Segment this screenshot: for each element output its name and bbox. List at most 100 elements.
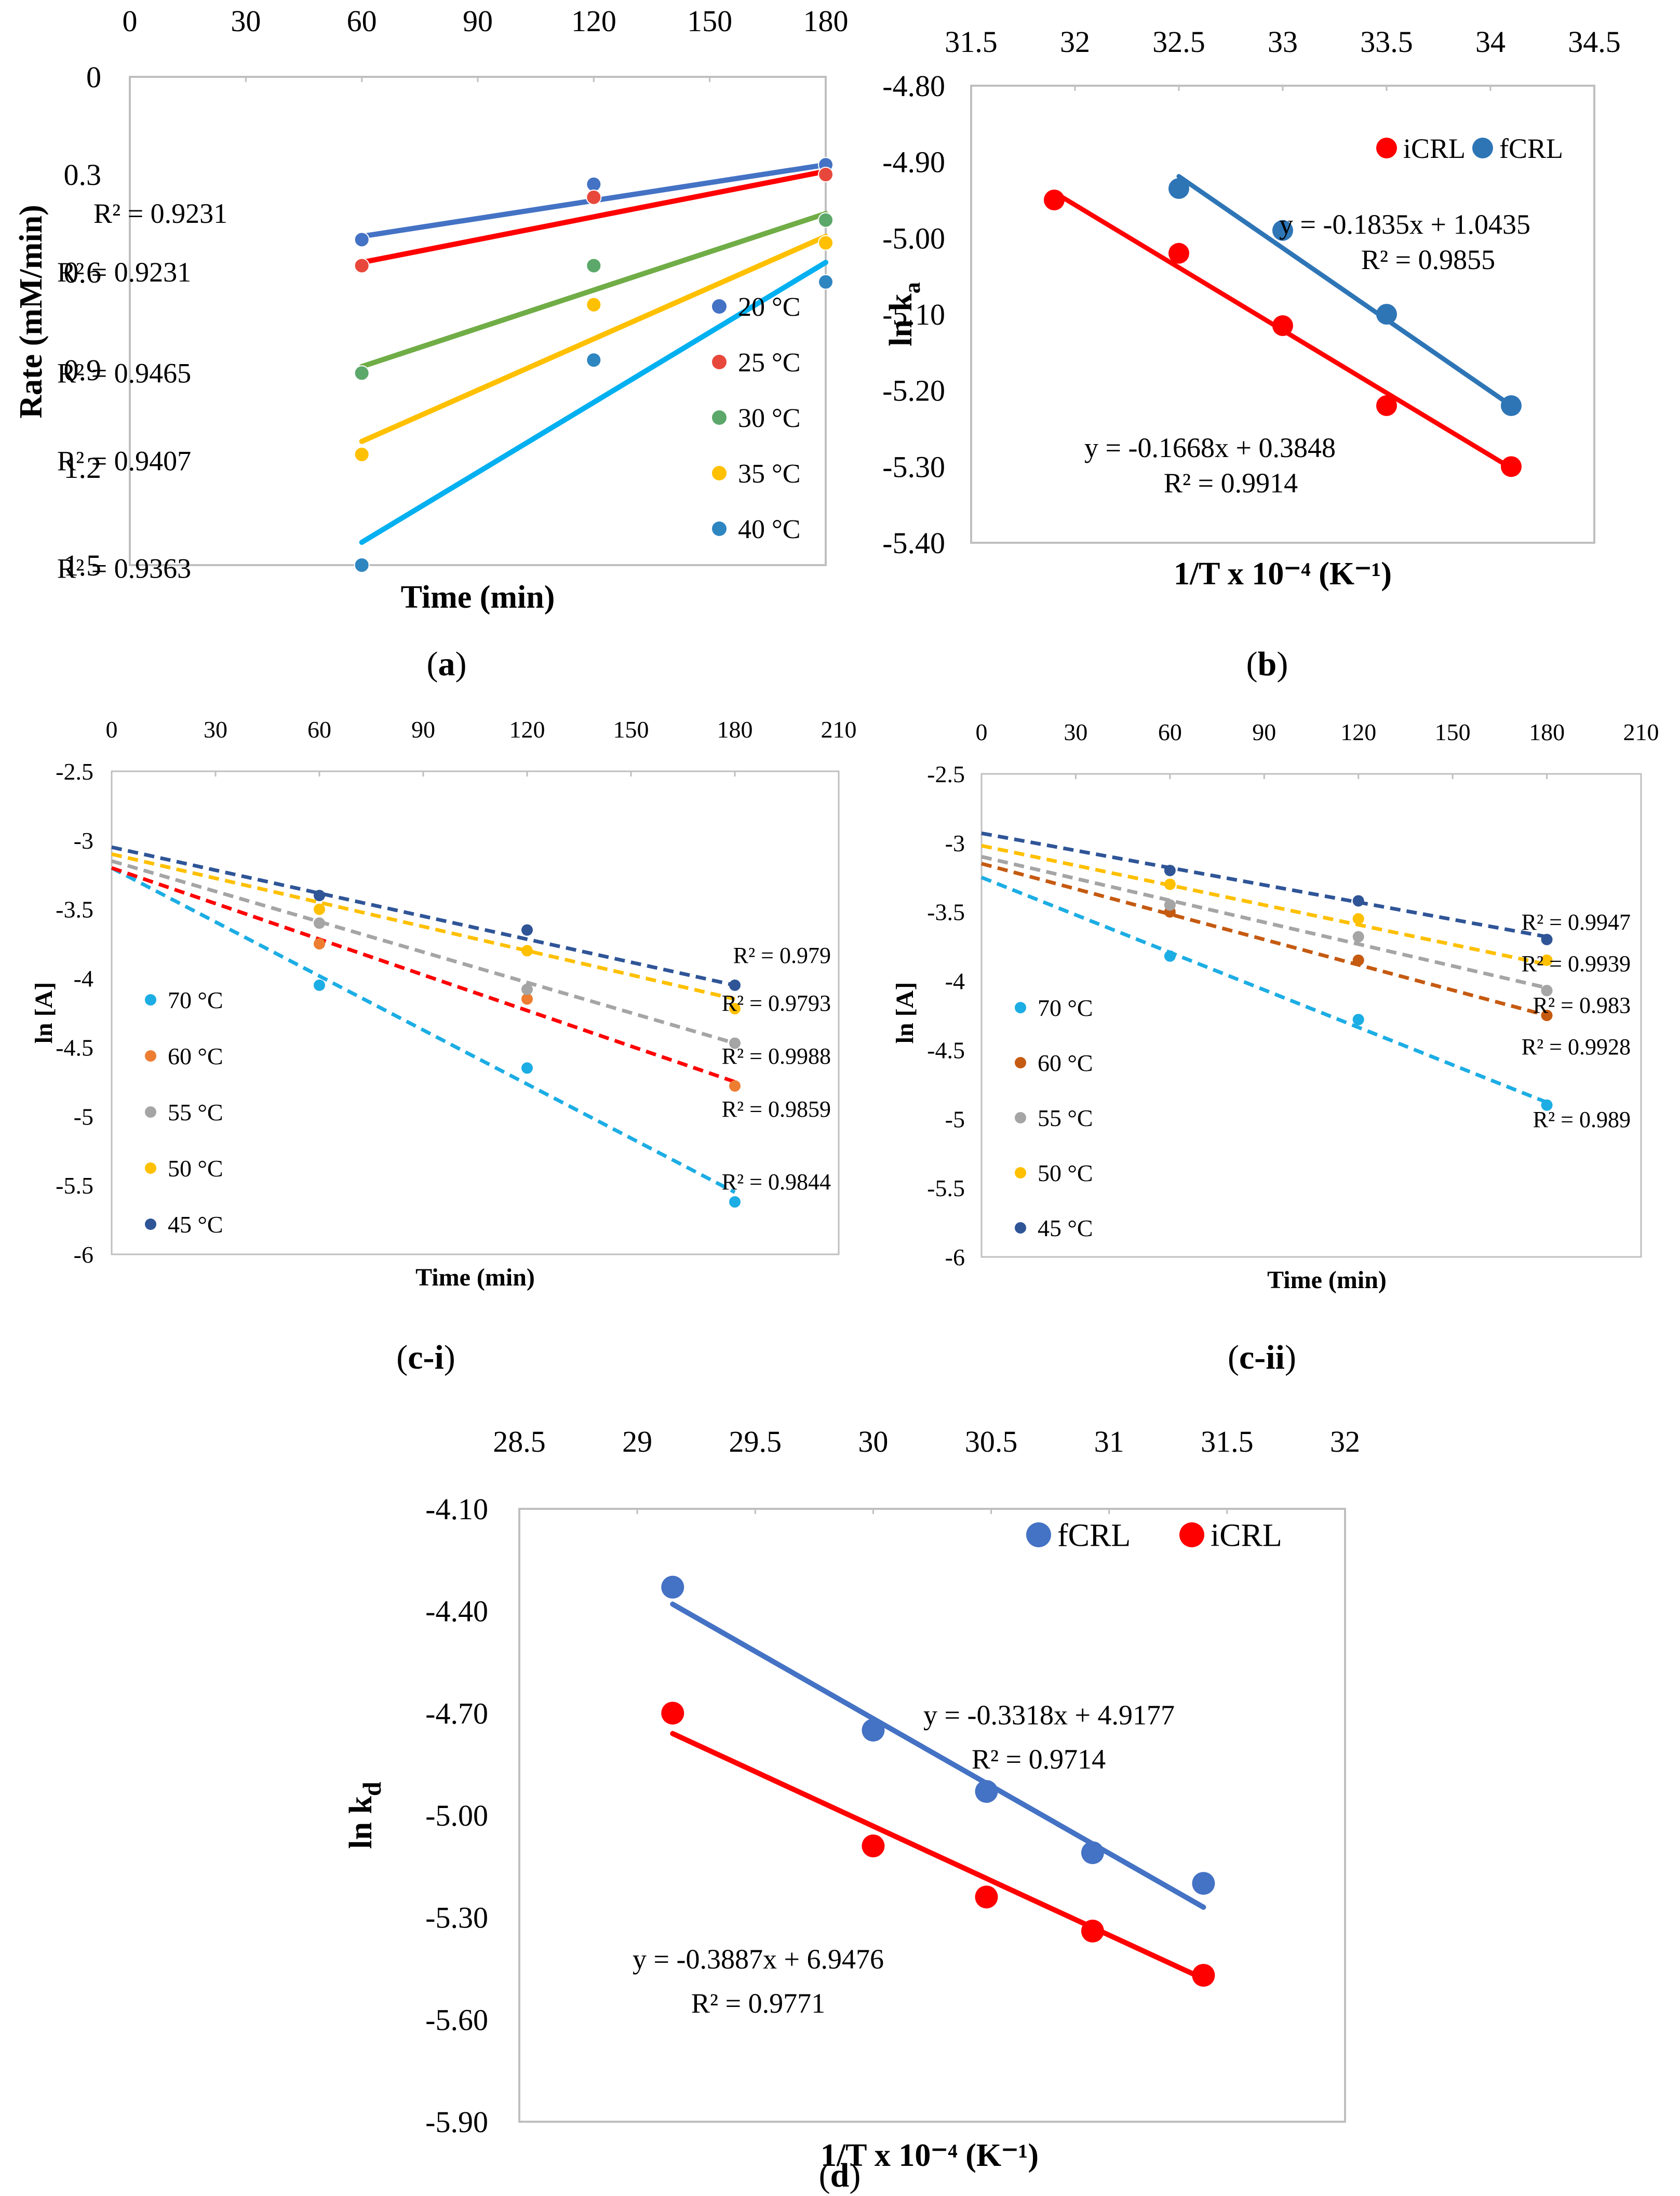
y-tick-label: -5 [74,1103,93,1130]
data-point [1352,954,1364,966]
panel-c-ii-chart: 0 30 60 90 120 150 180 210 -2.5 -3 -3.5 -4 -4.5 -5 -5… [891,719,1659,1294]
data-point [729,1080,741,1092]
data-point [586,352,602,368]
trendline-30-c [359,211,828,369]
fcrl-r-squared: R² = 0.9714 [972,1744,1106,1775]
y-tick-label: -5.5 [56,1172,93,1199]
legend-label: 30 °C [738,404,800,433]
r-squared-label: R² = 0.989 [1533,1107,1631,1132]
y-tick-label: 1.5 [64,548,102,582]
y-tick-label: -4.90 [882,145,945,179]
trendline-45-c [981,831,1548,939]
x-tick-label: 210 [821,716,857,743]
data-point [1272,220,1293,241]
legend-label: fCRL [1057,1518,1131,1554]
x-tick-label: 180 [1529,719,1565,745]
data-point [1501,456,1522,477]
r-squared-label: R² = 0.979 [733,943,831,968]
legend-marker [712,355,727,369]
y-axis-label: ln ka [883,282,925,346]
data-point [1164,899,1176,911]
panel-label-d: (d) [819,2157,861,2194]
data-point [1272,315,1293,336]
legend-label: 45 °C [1038,1215,1093,1241]
x-tick-label: 90 [411,716,435,743]
plot-area [111,770,840,1255]
trendline-50-c [111,852,735,1001]
r-squared-label: R² = 0.9988 [722,1043,831,1069]
x-tick-label: 34 [1475,25,1506,59]
y-tick-label: -5.00 [882,221,945,255]
legend-marker [1015,1112,1026,1123]
data-point [1081,1841,1104,1865]
panel-label-c-ii: (c-ii) [1228,1338,1296,1376]
data-point [1541,933,1553,945]
trendline-fcrl [670,1601,1206,1910]
legend-label: 25 °C [738,348,800,378]
plot-area [970,85,1595,544]
legend-label: iCRL [1211,1518,1282,1554]
y-tick-label: -5 [945,1106,965,1132]
data-point [1541,1099,1553,1111]
data-point [314,903,325,915]
data-point [314,890,325,902]
data-point [1044,190,1065,210]
x-tick-label: 150 [613,716,649,743]
x-tick-label: 31.5 [945,25,998,59]
r-squared-label: R² = 0.9363 [57,553,191,584]
data-point [729,1003,741,1015]
data-point [1352,913,1364,925]
r-squared-label: R² = 0.9231 [93,198,227,229]
x-tick-label: 90 [463,4,493,38]
legend-label: 60 °C [1038,1050,1093,1076]
legend-marker [1472,138,1493,158]
panel-a-chart: 0 30 60 90 120 150 180 0 0.3 0.6 0.9 1.2 1.5 R² = 0… [14,4,849,615]
panel-d-chart: 28.5 29 29.5 30 30.5 31 31.5 32 -4.10 -4.40 -4.70… [343,1425,1360,2173]
data-point [1376,304,1397,325]
data-point [354,557,370,573]
x-tick-label: 90 [1252,719,1276,745]
x-tick-label: 30 [1064,719,1087,745]
r-squared-label: R² = 0.9407 [57,445,191,476]
data-point [1164,950,1176,962]
trendline-icrl [670,1731,1206,1981]
data-point [354,365,370,381]
x-tick-label: 60 [1158,719,1182,745]
y-tick-label: -4.40 [425,1595,488,1628]
x-tick-label: 180 [717,716,753,743]
x-tick-label: 28.5 [493,1425,546,1458]
trendline-40-c [359,260,828,545]
data-point [521,1062,533,1074]
data-point [818,235,834,251]
trendline-55-c [111,859,735,1045]
x-tick-label: 31.5 [1201,1425,1254,1458]
y-axis-label: Rate (mM/min) [14,205,49,418]
y-tick-label: -5.30 [425,1901,488,1935]
legend-label: 35 °C [738,459,800,489]
y-tick-label: -4.70 [425,1696,488,1730]
r-squared-label: R² = 0.9231 [57,257,191,288]
y-tick-label: 0.9 [64,353,102,387]
data-point [975,1780,998,1803]
data-point [1081,1919,1104,1943]
icrl-r-squared: R² = 0.9914 [1164,467,1298,499]
x-axis-label: Time (min) [1267,1266,1387,1294]
data-point [521,924,533,936]
x-tick-label: 29.5 [729,1425,782,1458]
data-point [354,258,370,274]
y-axis-label: ln [A] [891,982,919,1044]
legend-marker [1015,1002,1026,1013]
data-point [729,1196,741,1208]
data-point [975,1885,998,1909]
data-point [354,446,370,462]
data-point [1164,878,1176,890]
r-squared-label: R² = 0.9844 [722,1169,831,1195]
y-tick-label: -6 [945,1244,965,1270]
data-point [1164,865,1176,876]
legend-marker [1026,1522,1051,1547]
r-squared-label: R² = 0.9928 [1522,1034,1631,1060]
icrl-equation: y = -0.3887x + 6.9476 [633,1944,884,1975]
legend-marker [145,1162,156,1174]
y-tick-label: -2.5 [56,758,93,785]
